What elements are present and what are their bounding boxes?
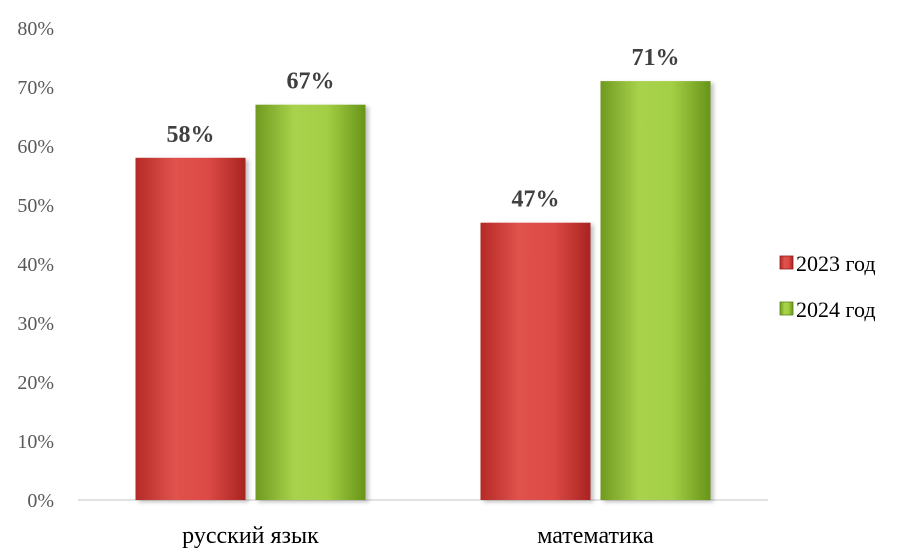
y-tick-label: 20% (17, 372, 54, 394)
legend-label: 2023 год (796, 251, 876, 276)
y-tick-label: 70% (17, 77, 54, 99)
category-labels: русский язык математика (182, 523, 654, 549)
legend-swatch (779, 255, 794, 270)
y-tick-label: 60% (17, 136, 54, 158)
bar-2023-1 (480, 222, 591, 500)
data-label: 71% (632, 45, 680, 71)
legend-label: 2024 год (796, 297, 876, 322)
bar-2023-0 (135, 157, 246, 501)
y-tick-label: 80% (17, 18, 54, 40)
category-label: математика (537, 523, 654, 549)
y-tick-label: 40% (17, 254, 54, 276)
y-axis-ticks: 0% 10% 20% 30% 40% 50% 60% 70% 80% (17, 18, 54, 512)
category-label: русский язык (182, 523, 319, 549)
legend-swatch (779, 301, 794, 316)
y-tick-label: 30% (17, 313, 54, 335)
data-labels-group: 58% 67% 47% 71% (167, 45, 680, 213)
y-tick-label: 0% (27, 490, 54, 512)
y-tick-label: 50% (17, 195, 54, 217)
bar-2024-0 (255, 104, 366, 500)
data-label: 47% (512, 187, 560, 213)
data-label: 58% (167, 122, 215, 148)
y-tick-label: 10% (17, 431, 54, 453)
bar-2024-1 (600, 81, 711, 500)
bars-group (135, 81, 711, 501)
data-label: 67% (287, 69, 335, 95)
legend: 2023 год 2024 год (779, 251, 876, 322)
